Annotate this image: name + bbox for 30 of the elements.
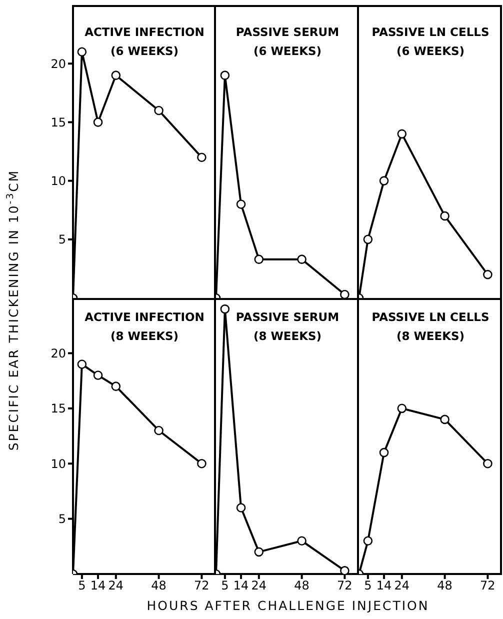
text: ACTIVE INFECTION (6 WEEKS): [84, 24, 206, 60]
x-tick-label: 48: [151, 578, 166, 593]
y-tick-label: 15: [50, 115, 66, 130]
text: PASSIVE LN CELLS (6 WEEKS): [370, 24, 490, 60]
y-tick-label: 5: [58, 232, 66, 247]
x-tick-label: 72: [480, 578, 496, 593]
x-tick-label: 14: [233, 578, 249, 593]
text: PASSIVE SERUM (8 WEEKS): [234, 309, 340, 345]
y-tick-label: 20: [50, 346, 66, 360]
text: PASSIVE SERUM (6 WEEKS): [234, 24, 340, 60]
x-tick-label: 72: [194, 578, 210, 593]
x-tick-label: 24: [108, 578, 124, 593]
x-tick-label: 72: [337, 578, 352, 593]
x-tick-label: 14: [376, 578, 392, 593]
text: ACTIVE INFECTION (8 WEEKS): [84, 309, 206, 345]
x-tick-label: 5: [364, 578, 372, 593]
x-tick-label: 48: [294, 578, 310, 593]
x-tick-label: 24: [251, 578, 267, 593]
x-tick-label: 5: [221, 578, 229, 593]
y-tick-label: 5: [58, 512, 66, 526]
x-axis-title: HOURS AFTER CHALLENGE INJECTION: [146, 598, 430, 613]
x-tick-label: 48: [437, 578, 452, 593]
y-tick-label: 10: [50, 456, 66, 471]
x-tick-label: 14: [90, 578, 106, 593]
y-tick-label: 10: [50, 174, 66, 188]
y-tick-label: 20: [50, 56, 66, 71]
y-tick-label: 15: [50, 402, 66, 416]
text: PASSIVE LN CELLS (8 WEEKS): [370, 309, 490, 345]
x-tick-label: 5: [78, 578, 86, 593]
x-tick-label: 24: [394, 578, 410, 593]
